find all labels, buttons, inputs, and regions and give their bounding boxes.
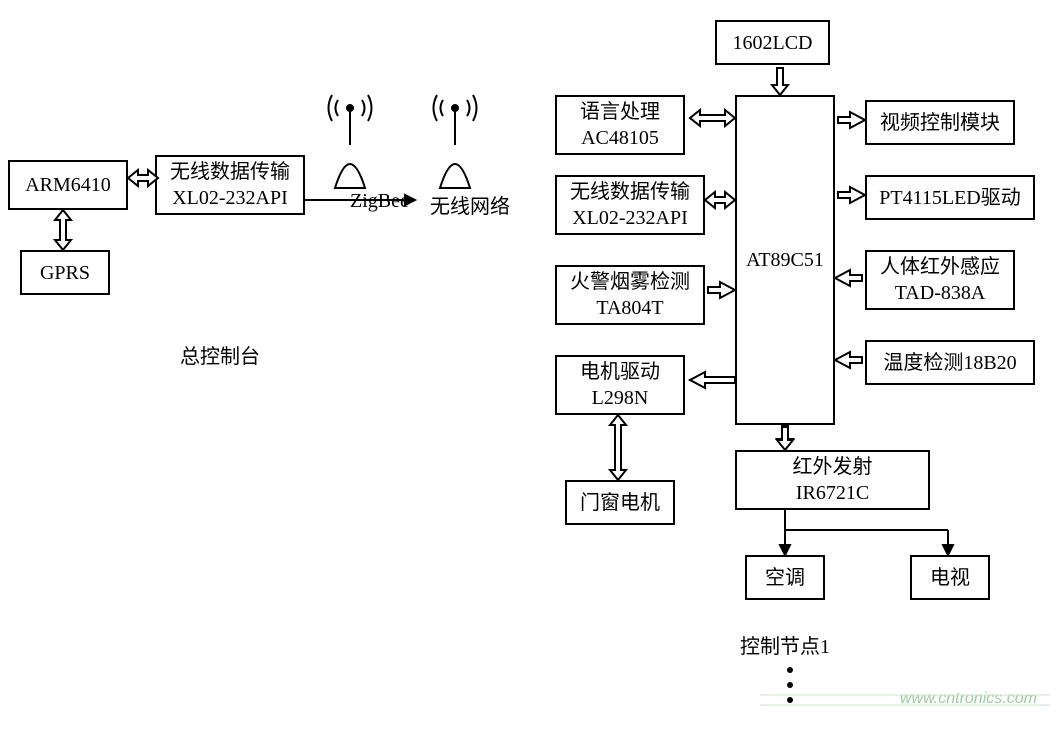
box-wireless1: 无线数据传输 XL02-232API	[155, 155, 305, 215]
smoke-l2: TA804T	[596, 295, 663, 321]
lcd-text: 1602LCD	[733, 30, 813, 56]
wireless2-l2: XL02-232API	[572, 205, 688, 231]
box-mcu: AT89C51	[735, 95, 835, 425]
box-wireless2: 无线数据传输 XL02-232API	[555, 175, 705, 235]
voice-l1: 语言处理	[580, 99, 660, 125]
arrow-mcu-video	[838, 112, 865, 128]
ellipsis-dots	[787, 667, 793, 703]
arrow-wireless2-mcu	[705, 192, 735, 208]
temp-text: 温度检测18B20	[883, 350, 1016, 376]
ac-text: 空调	[765, 565, 805, 591]
wlan-label: 无线网络	[430, 190, 510, 219]
box-lcd: 1602LCD	[715, 20, 830, 65]
ir-split	[780, 510, 953, 555]
box-arm6410: ARM6410	[8, 160, 128, 210]
arrow-pir-mcu	[835, 270, 862, 286]
box-pir: 人体红外感应 TAD-838A	[865, 250, 1015, 310]
motor-l2: L298N	[592, 385, 649, 411]
arrow-arm-wireless	[128, 170, 158, 186]
wireless1-l1: 无线数据传输	[170, 159, 290, 185]
mcu-text: AT89C51	[746, 247, 824, 273]
box-motor: 电机驱动 L298N	[555, 355, 685, 415]
box-tv: 电视	[910, 555, 990, 600]
box-gprs: GPRS	[20, 250, 110, 295]
arrow-mcu-ir	[777, 426, 793, 450]
antenna-1	[329, 95, 372, 188]
watermark: www.cntronics.com	[900, 690, 1037, 708]
box-ir: 红外发射 IR6721C	[735, 450, 930, 510]
arrow-arm-gprs	[55, 210, 71, 250]
arm6410-text: ARM6410	[25, 172, 111, 198]
box-smoke: 火警烟雾检测 TA804T	[555, 265, 705, 325]
wireless1-l2: XL02-232API	[172, 185, 288, 211]
tv-text: 电视	[930, 565, 970, 591]
node1-label: 控制节点1	[740, 630, 830, 659]
antenna-2	[434, 95, 477, 188]
arrow-voice-mcu	[690, 110, 735, 126]
gprs-text: GPRS	[40, 260, 90, 286]
wireless2-l1: 无线数据传输	[570, 179, 690, 205]
ir-l1: 红外发射	[793, 454, 873, 480]
box-voice: 语言处理 AC48105	[555, 95, 685, 155]
box-led: PT4115LED驱动	[865, 175, 1035, 220]
zigbee-label: ZigBee	[350, 190, 409, 213]
ir-l2: IR6721C	[796, 480, 869, 506]
box-video: 视频控制模块	[865, 100, 1015, 145]
pir-l2: TAD-838A	[895, 280, 986, 306]
smoke-l1: 火警烟雾检测	[570, 269, 690, 295]
led-text: PT4115LED驱动	[879, 185, 1020, 211]
video-text: 视频控制模块	[880, 110, 1000, 136]
arrow-motor-door	[610, 415, 626, 480]
box-temp: 温度检测18B20	[865, 340, 1035, 385]
motor-l1: 电机驱动	[580, 359, 660, 385]
arrow-mcu-lcd	[772, 68, 788, 95]
arrow-smoke-mcu	[708, 282, 735, 298]
box-ac: 空调	[745, 555, 825, 600]
arrow-mcu-led	[838, 187, 865, 203]
arrow-temp-mcu	[835, 352, 862, 368]
voice-l2: AC48105	[581, 125, 659, 151]
arrow-mcu-motor	[690, 372, 735, 388]
box-door: 门窗电机	[565, 480, 675, 525]
console-label: 总控制台	[180, 340, 260, 369]
pir-l1: 人体红外感应	[880, 254, 1000, 280]
door-text: 门窗电机	[580, 490, 660, 516]
